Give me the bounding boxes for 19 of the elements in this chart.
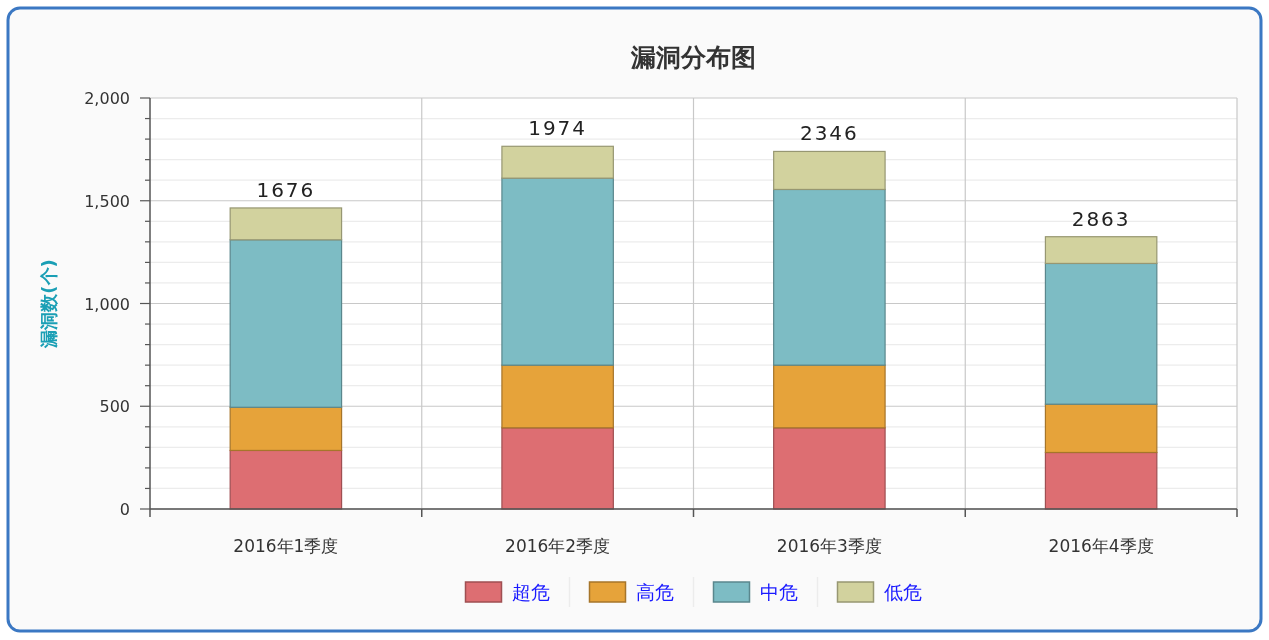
legend-label: 中危 <box>759 581 798 603</box>
legend-label: 低危 <box>883 581 922 603</box>
annotation: 1676 <box>256 177 316 202</box>
chart-title: 漏洞分布图 <box>630 43 756 72</box>
legend-label: 超危 <box>511 581 550 603</box>
y-tick-label: 1,000 <box>84 294 130 314</box>
annotation: 2863 <box>1071 206 1131 231</box>
annotation: 1974 <box>528 116 588 141</box>
annotation: 2346 <box>799 121 859 146</box>
x-tick-label: 2016年3季度 <box>776 536 882 556</box>
x-tick-label: 2016年4季度 <box>1048 536 1154 556</box>
legend-label: 高危 <box>635 581 674 603</box>
y-tick-label: 500 <box>99 397 130 417</box>
x-tick-label: 2016年2季度 <box>505 536 611 556</box>
y-axis-title: 漏洞数(个) <box>38 259 59 349</box>
y-tick-label: 0 <box>119 500 130 519</box>
y-tick-label: 1,500 <box>84 191 130 211</box>
y-tick-label: 2,000 <box>84 89 130 108</box>
x-tick-label: 2016年1季度 <box>233 536 339 556</box>
